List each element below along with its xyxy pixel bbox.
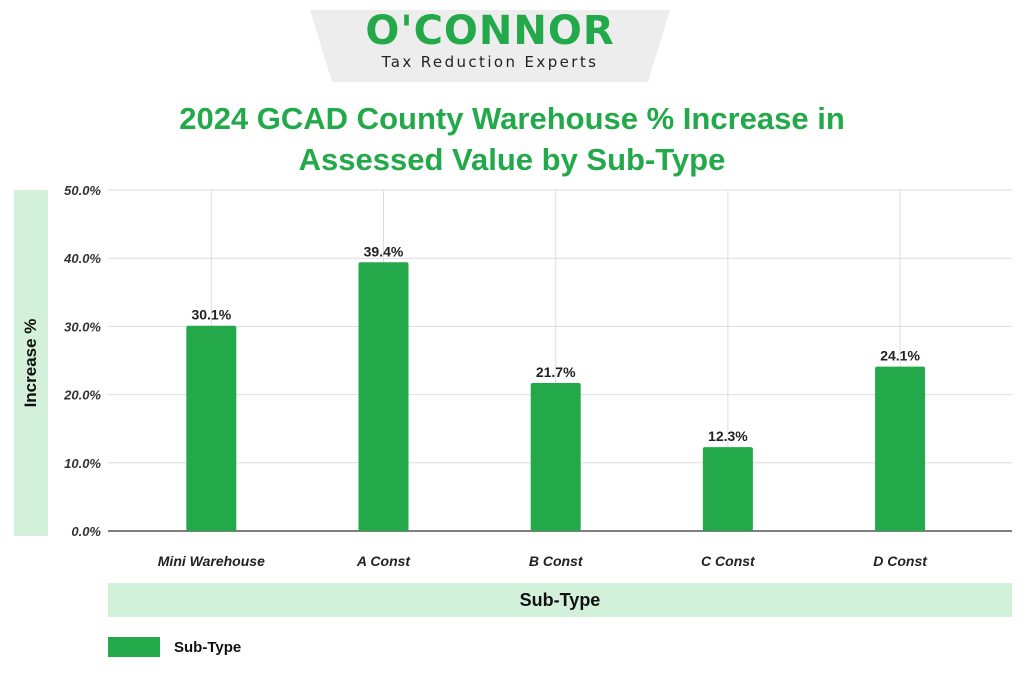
x-axis-label: Sub-Type	[108, 583, 1012, 617]
y-tick-label: 30.0%	[64, 319, 101, 334]
y-axis-label-band	[14, 190, 48, 536]
bar-value-label: 12.3%	[708, 428, 748, 444]
y-tick-label: 50.0%	[64, 183, 101, 198]
bar	[186, 325, 237, 531]
legend: Sub-Type	[108, 636, 241, 658]
chart-title-line-1: 2024 GCAD County Warehouse % Increase in	[179, 101, 845, 136]
bar	[702, 447, 753, 531]
y-tick-label: 40.0%	[63, 251, 101, 266]
x-tick-label: D Const	[873, 553, 928, 569]
bar	[875, 366, 926, 531]
y-tick-label: 0.0%	[71, 524, 101, 539]
x-tick-label: C Const	[701, 553, 756, 569]
y-tick-label: 20.0%	[63, 388, 101, 403]
bar-value-label: 30.1%	[191, 307, 231, 323]
logo: O'CONNOR Tax Reduction Experts	[310, 0, 670, 82]
x-tick-label: B Const	[529, 553, 584, 569]
y-tick-label: 10.0%	[64, 456, 101, 471]
x-tick-label: Mini Warehouse	[158, 553, 265, 569]
chart-title: 2024 GCAD County Warehouse % Increase in…	[112, 98, 912, 180]
logo-plate-shape	[310, 10, 670, 82]
logo-tagline: Tax Reduction Experts	[381, 53, 599, 71]
bar-value-label: 21.7%	[536, 364, 576, 380]
bar	[358, 262, 409, 531]
bar-value-label: 39.4%	[364, 243, 404, 259]
bar	[530, 383, 581, 531]
legend-label: Sub-Type	[174, 638, 242, 656]
x-tick-label: A Const	[356, 553, 411, 569]
chart-title-line-2: Assessed Value by Sub-Type	[298, 142, 726, 177]
logo-name: O'CONNOR	[365, 8, 615, 54]
legend-swatch	[108, 637, 160, 657]
bar-value-label: 24.1%	[880, 348, 920, 364]
